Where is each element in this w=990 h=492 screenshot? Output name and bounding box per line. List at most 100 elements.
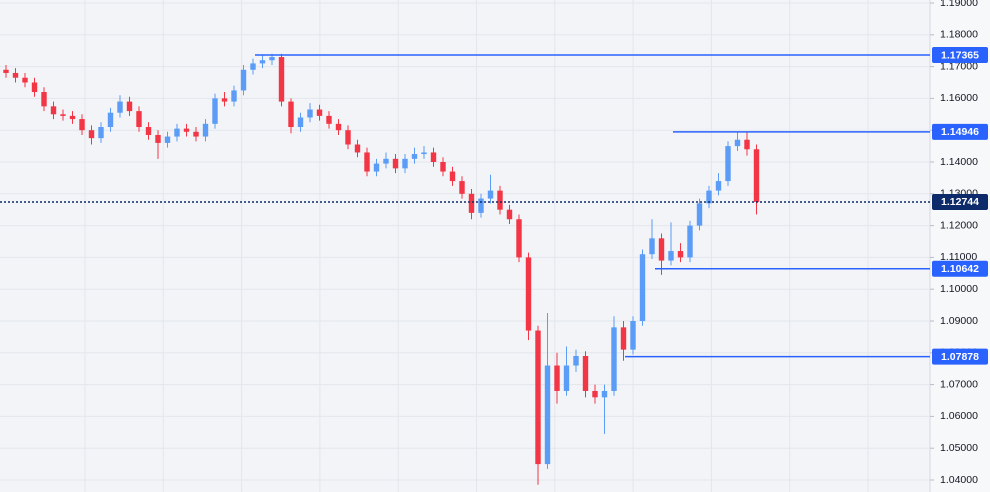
candle-body xyxy=(326,115,332,124)
candle-body xyxy=(411,154,418,159)
y-tick-label: 1.12000 xyxy=(940,219,978,231)
candle-body xyxy=(41,92,47,107)
y-tick-label: 1.11000 xyxy=(940,251,977,263)
candle-body xyxy=(535,330,541,465)
candle-body xyxy=(335,123,342,131)
candle-body xyxy=(3,69,9,73)
candle-body xyxy=(373,163,380,172)
candle-body xyxy=(202,123,209,137)
candle-body xyxy=(658,238,665,261)
y-tick-label: 1.10000 xyxy=(940,283,978,295)
candle-body xyxy=(278,57,285,102)
candle-body xyxy=(449,171,456,182)
candle-body xyxy=(734,139,741,147)
candle-body xyxy=(136,111,142,128)
candle-body xyxy=(316,109,323,116)
candle-body xyxy=(639,254,646,322)
candle-body xyxy=(430,152,437,162)
candle-body xyxy=(164,136,171,143)
candle-body xyxy=(117,101,123,113)
candle-body xyxy=(630,321,636,350)
candle-body xyxy=(620,327,627,350)
candle-body xyxy=(392,158,399,169)
candle-body xyxy=(288,101,294,128)
price-label-box xyxy=(932,46,988,63)
candle-body xyxy=(98,127,104,139)
candle-body xyxy=(60,114,66,116)
candle-body xyxy=(259,60,266,64)
candle-body xyxy=(383,158,389,164)
candle-body xyxy=(155,134,161,143)
candle-body xyxy=(459,181,465,194)
candle-body xyxy=(269,57,275,61)
candle-body xyxy=(677,251,684,258)
candle-body xyxy=(582,355,589,391)
candle-body xyxy=(402,158,408,169)
y-tick-label: 1.19000 xyxy=(940,0,978,9)
candle-body xyxy=(307,109,313,118)
candle-body xyxy=(573,355,579,366)
plot-background xyxy=(0,0,930,492)
candle-body xyxy=(744,139,750,150)
price-label: 1.12744 xyxy=(941,196,979,208)
candle-body xyxy=(649,238,655,255)
candle-body xyxy=(525,257,532,331)
candle-body xyxy=(478,198,484,213)
price-label: 1.07878 xyxy=(941,351,979,363)
price-label-box xyxy=(932,193,988,210)
candle-body xyxy=(126,101,133,112)
candle-body xyxy=(554,365,560,391)
price-axis-background xyxy=(930,0,990,492)
candle-body xyxy=(88,130,95,139)
candle-body xyxy=(69,115,76,120)
candle-body xyxy=(516,219,522,258)
candle-body xyxy=(145,127,152,135)
candle-body xyxy=(687,225,693,258)
candle-body xyxy=(611,327,617,391)
price-label-box xyxy=(932,260,988,277)
candle-body xyxy=(544,365,551,465)
candle-body xyxy=(221,98,228,102)
candle-body xyxy=(22,77,28,83)
y-tick-label: 1.17000 xyxy=(940,60,978,72)
candle-body xyxy=(497,190,503,210)
y-tick-label: 1.05000 xyxy=(940,442,978,454)
candle-body xyxy=(506,209,513,220)
price-label-box xyxy=(932,348,988,365)
y-tick-label: 1.04000 xyxy=(940,474,978,486)
price-label: 1.17365 xyxy=(941,49,979,61)
candle-body xyxy=(487,190,494,199)
candle-body xyxy=(50,106,57,115)
y-tick-label: 1.09000 xyxy=(940,315,978,327)
candle-body xyxy=(364,152,370,172)
candle-body xyxy=(250,63,256,70)
candle-body xyxy=(354,144,361,153)
y-tick-label: 1.07000 xyxy=(940,378,978,390)
price-label-box xyxy=(932,123,988,140)
candle-body xyxy=(668,251,674,261)
candle-body xyxy=(421,152,427,155)
candle-body xyxy=(174,128,180,137)
candle-body xyxy=(107,112,114,128)
candle-body xyxy=(12,72,19,78)
candle-body xyxy=(715,181,722,191)
candle-body xyxy=(79,119,85,131)
candle-body xyxy=(601,390,608,398)
candle-body xyxy=(183,128,190,132)
candle-body xyxy=(193,131,199,137)
candle-body xyxy=(212,98,218,124)
y-tick-label: 1.06000 xyxy=(940,410,978,422)
y-tick-label: 1.18000 xyxy=(940,29,978,41)
candle-body xyxy=(753,149,760,202)
candle-body xyxy=(563,365,570,391)
y-tick-label: 1.16000 xyxy=(940,92,978,104)
candle-body xyxy=(31,82,38,93)
price-label: 1.10642 xyxy=(941,263,979,275)
y-tick-label: 1.14000 xyxy=(940,156,978,168)
candle-body xyxy=(240,69,247,91)
candle-body xyxy=(468,193,475,213)
candle-body xyxy=(231,90,237,102)
candle-body xyxy=(345,130,351,145)
